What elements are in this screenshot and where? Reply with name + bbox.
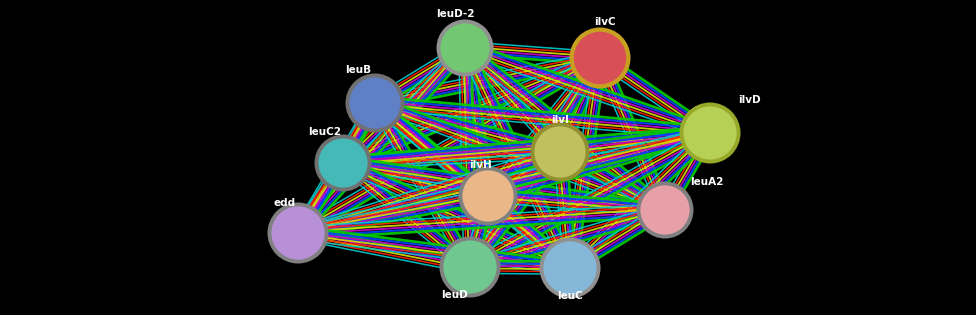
Circle shape <box>436 20 494 77</box>
Circle shape <box>639 184 691 236</box>
Text: leuA2: leuA2 <box>690 177 723 187</box>
Circle shape <box>542 240 598 296</box>
Text: ilvD: ilvD <box>738 95 760 105</box>
Circle shape <box>346 73 404 133</box>
Circle shape <box>461 169 515 223</box>
Circle shape <box>682 105 738 161</box>
Circle shape <box>270 205 326 261</box>
Text: leuD-2: leuD-2 <box>435 9 474 19</box>
Circle shape <box>533 125 587 179</box>
Circle shape <box>459 167 517 226</box>
Circle shape <box>439 237 501 297</box>
Circle shape <box>572 30 628 86</box>
Circle shape <box>570 27 630 89</box>
Circle shape <box>317 137 369 189</box>
Text: leuD: leuD <box>441 290 468 300</box>
Circle shape <box>531 123 590 181</box>
Circle shape <box>442 239 498 295</box>
Circle shape <box>348 76 402 130</box>
Circle shape <box>540 238 600 299</box>
Text: leuB: leuB <box>345 65 371 75</box>
Text: ilvI: ilvI <box>551 115 569 125</box>
Circle shape <box>439 22 491 74</box>
Circle shape <box>314 135 372 192</box>
Text: leuC2: leuC2 <box>308 127 342 137</box>
Text: leuC: leuC <box>557 291 583 301</box>
Text: ilvH: ilvH <box>468 160 491 170</box>
Text: edd: edd <box>274 198 296 208</box>
Circle shape <box>679 102 741 163</box>
Text: ilvC: ilvC <box>594 17 616 27</box>
Circle shape <box>267 203 329 264</box>
Circle shape <box>636 181 694 238</box>
